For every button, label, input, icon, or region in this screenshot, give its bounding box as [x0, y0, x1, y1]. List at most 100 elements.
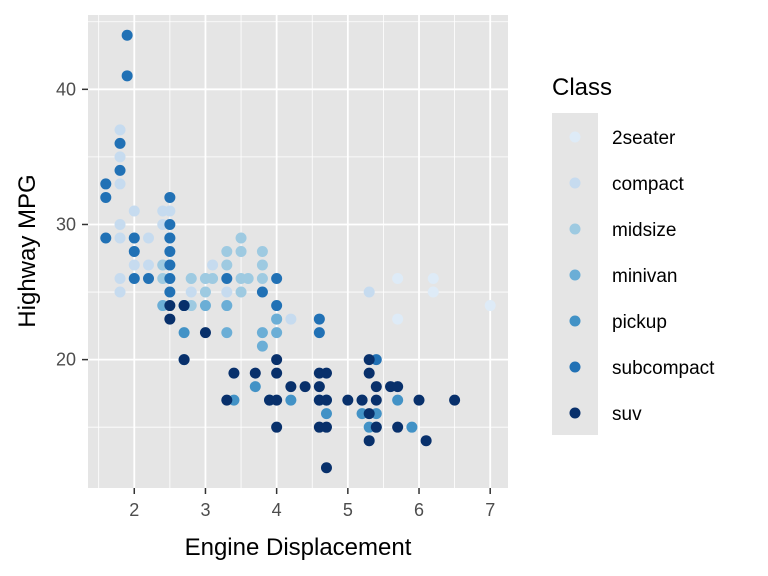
data-point-suv — [249, 367, 261, 379]
data-point-pickup — [406, 421, 418, 433]
data-point-subcompact — [313, 313, 325, 325]
data-point-suv — [199, 327, 211, 339]
legend-key-subcompact — [569, 361, 581, 373]
data-point-suv — [164, 300, 176, 312]
data-point-minivan — [271, 327, 283, 339]
data-point-compact — [114, 124, 126, 136]
data-point-suv — [178, 354, 190, 366]
data-point-minivan — [256, 327, 268, 339]
data-point-compact — [114, 232, 126, 244]
data-point-suv — [392, 421, 404, 433]
data-point-midsize — [207, 273, 219, 285]
data-point-minivan — [221, 327, 233, 339]
data-point-compact — [128, 205, 140, 217]
data-point-compact — [114, 178, 126, 190]
data-point-suv — [420, 435, 432, 447]
data-point-midsize — [235, 286, 247, 298]
data-point-subcompact — [164, 259, 176, 271]
data-point-minivan — [199, 300, 211, 312]
data-point-suv — [221, 394, 233, 406]
x-tick-label: 2 — [129, 500, 139, 520]
data-point-pickup — [320, 408, 332, 420]
x-tick-label: 4 — [272, 500, 282, 520]
grid-lines — [88, 15, 508, 488]
data-point-pickup — [285, 394, 297, 406]
data-point-suv — [363, 354, 375, 366]
data-point-compact — [221, 286, 233, 298]
y-axis-title: Highway MPG — [14, 174, 41, 327]
data-point-compact — [185, 286, 197, 298]
legend-label-suv: suv — [612, 404, 642, 425]
plot-panel — [88, 15, 508, 488]
data-point-suv — [320, 394, 332, 406]
data-point-midsize — [185, 273, 197, 285]
data-point-subcompact — [164, 286, 176, 298]
x-tick-label: 3 — [200, 500, 210, 520]
y-tick-label: 40 — [56, 79, 76, 99]
data-point-subcompact — [100, 178, 112, 190]
data-point-compact — [114, 218, 126, 230]
data-point-suv — [271, 367, 283, 379]
data-point-suv — [449, 394, 461, 406]
axes: 2 3 4 5 6 7 20 30 40 — [56, 79, 495, 520]
legend-title: Class — [552, 74, 612, 101]
data-point-compact — [143, 232, 155, 244]
data-point-midsize — [256, 246, 268, 257]
legend-key-2seater — [569, 131, 581, 143]
data-point-suv — [271, 421, 283, 433]
data-point-subcompact — [164, 232, 176, 244]
data-point-2seater — [392, 273, 404, 285]
data-point-2seater — [427, 273, 439, 285]
data-point-suv — [299, 381, 311, 393]
data-point-suv — [413, 394, 425, 406]
data-point-suv — [363, 435, 375, 447]
data-point-midsize — [199, 286, 211, 298]
data-point-midsize — [235, 246, 247, 257]
data-point-subcompact — [128, 246, 140, 257]
data-point-suv — [320, 367, 332, 379]
data-points — [100, 29, 496, 474]
legend-key-minivan — [569, 269, 581, 281]
legend-label-2seater: 2seater — [612, 128, 676, 149]
data-point-pickup — [249, 381, 261, 393]
data-point-suv — [228, 367, 240, 379]
legend-items: 2seater compact midsize minivan pickup subcom… — [569, 128, 715, 425]
data-point-suv — [271, 354, 283, 366]
data-point-suv — [363, 367, 375, 379]
data-point-subcompact — [121, 70, 133, 82]
data-point-suv — [363, 408, 375, 420]
data-point-subcompact — [114, 137, 126, 149]
data-point-minivan — [221, 300, 233, 312]
data-point-midsize — [221, 259, 233, 271]
data-point-suv — [370, 381, 382, 393]
data-point-suv — [285, 381, 297, 393]
data-point-suv — [271, 394, 283, 406]
data-point-subcompact — [100, 191, 112, 203]
data-point-subcompact — [313, 327, 325, 339]
data-point-compact — [114, 273, 126, 285]
data-point-pickup — [178, 327, 190, 339]
data-point-compact — [363, 286, 375, 298]
data-point-pickup — [392, 394, 404, 406]
data-point-compact — [114, 286, 126, 298]
legend-label-pickup: pickup — [612, 312, 667, 333]
data-point-suv — [392, 381, 404, 393]
legend-label-subcompact: subcompact — [612, 358, 715, 379]
legend-label-compact: compact — [612, 174, 685, 195]
data-point-subcompact — [164, 218, 176, 230]
data-point-minivan — [256, 340, 268, 352]
data-point-suv — [313, 381, 325, 393]
y-tick-label: 20 — [56, 350, 76, 370]
data-point-subcompact — [221, 273, 233, 285]
y-tick-label: 30 — [56, 214, 76, 234]
data-point-2seater — [484, 300, 496, 312]
data-point-suv — [370, 394, 382, 406]
data-point-2seater — [427, 286, 439, 298]
data-point-subcompact — [128, 232, 140, 244]
data-point-subcompact — [121, 29, 133, 41]
data-point-midsize — [235, 232, 247, 244]
data-point-compact — [128, 259, 140, 271]
data-point-2seater — [392, 313, 404, 325]
data-point-subcompact — [143, 273, 155, 285]
data-point-midsize — [242, 273, 254, 285]
